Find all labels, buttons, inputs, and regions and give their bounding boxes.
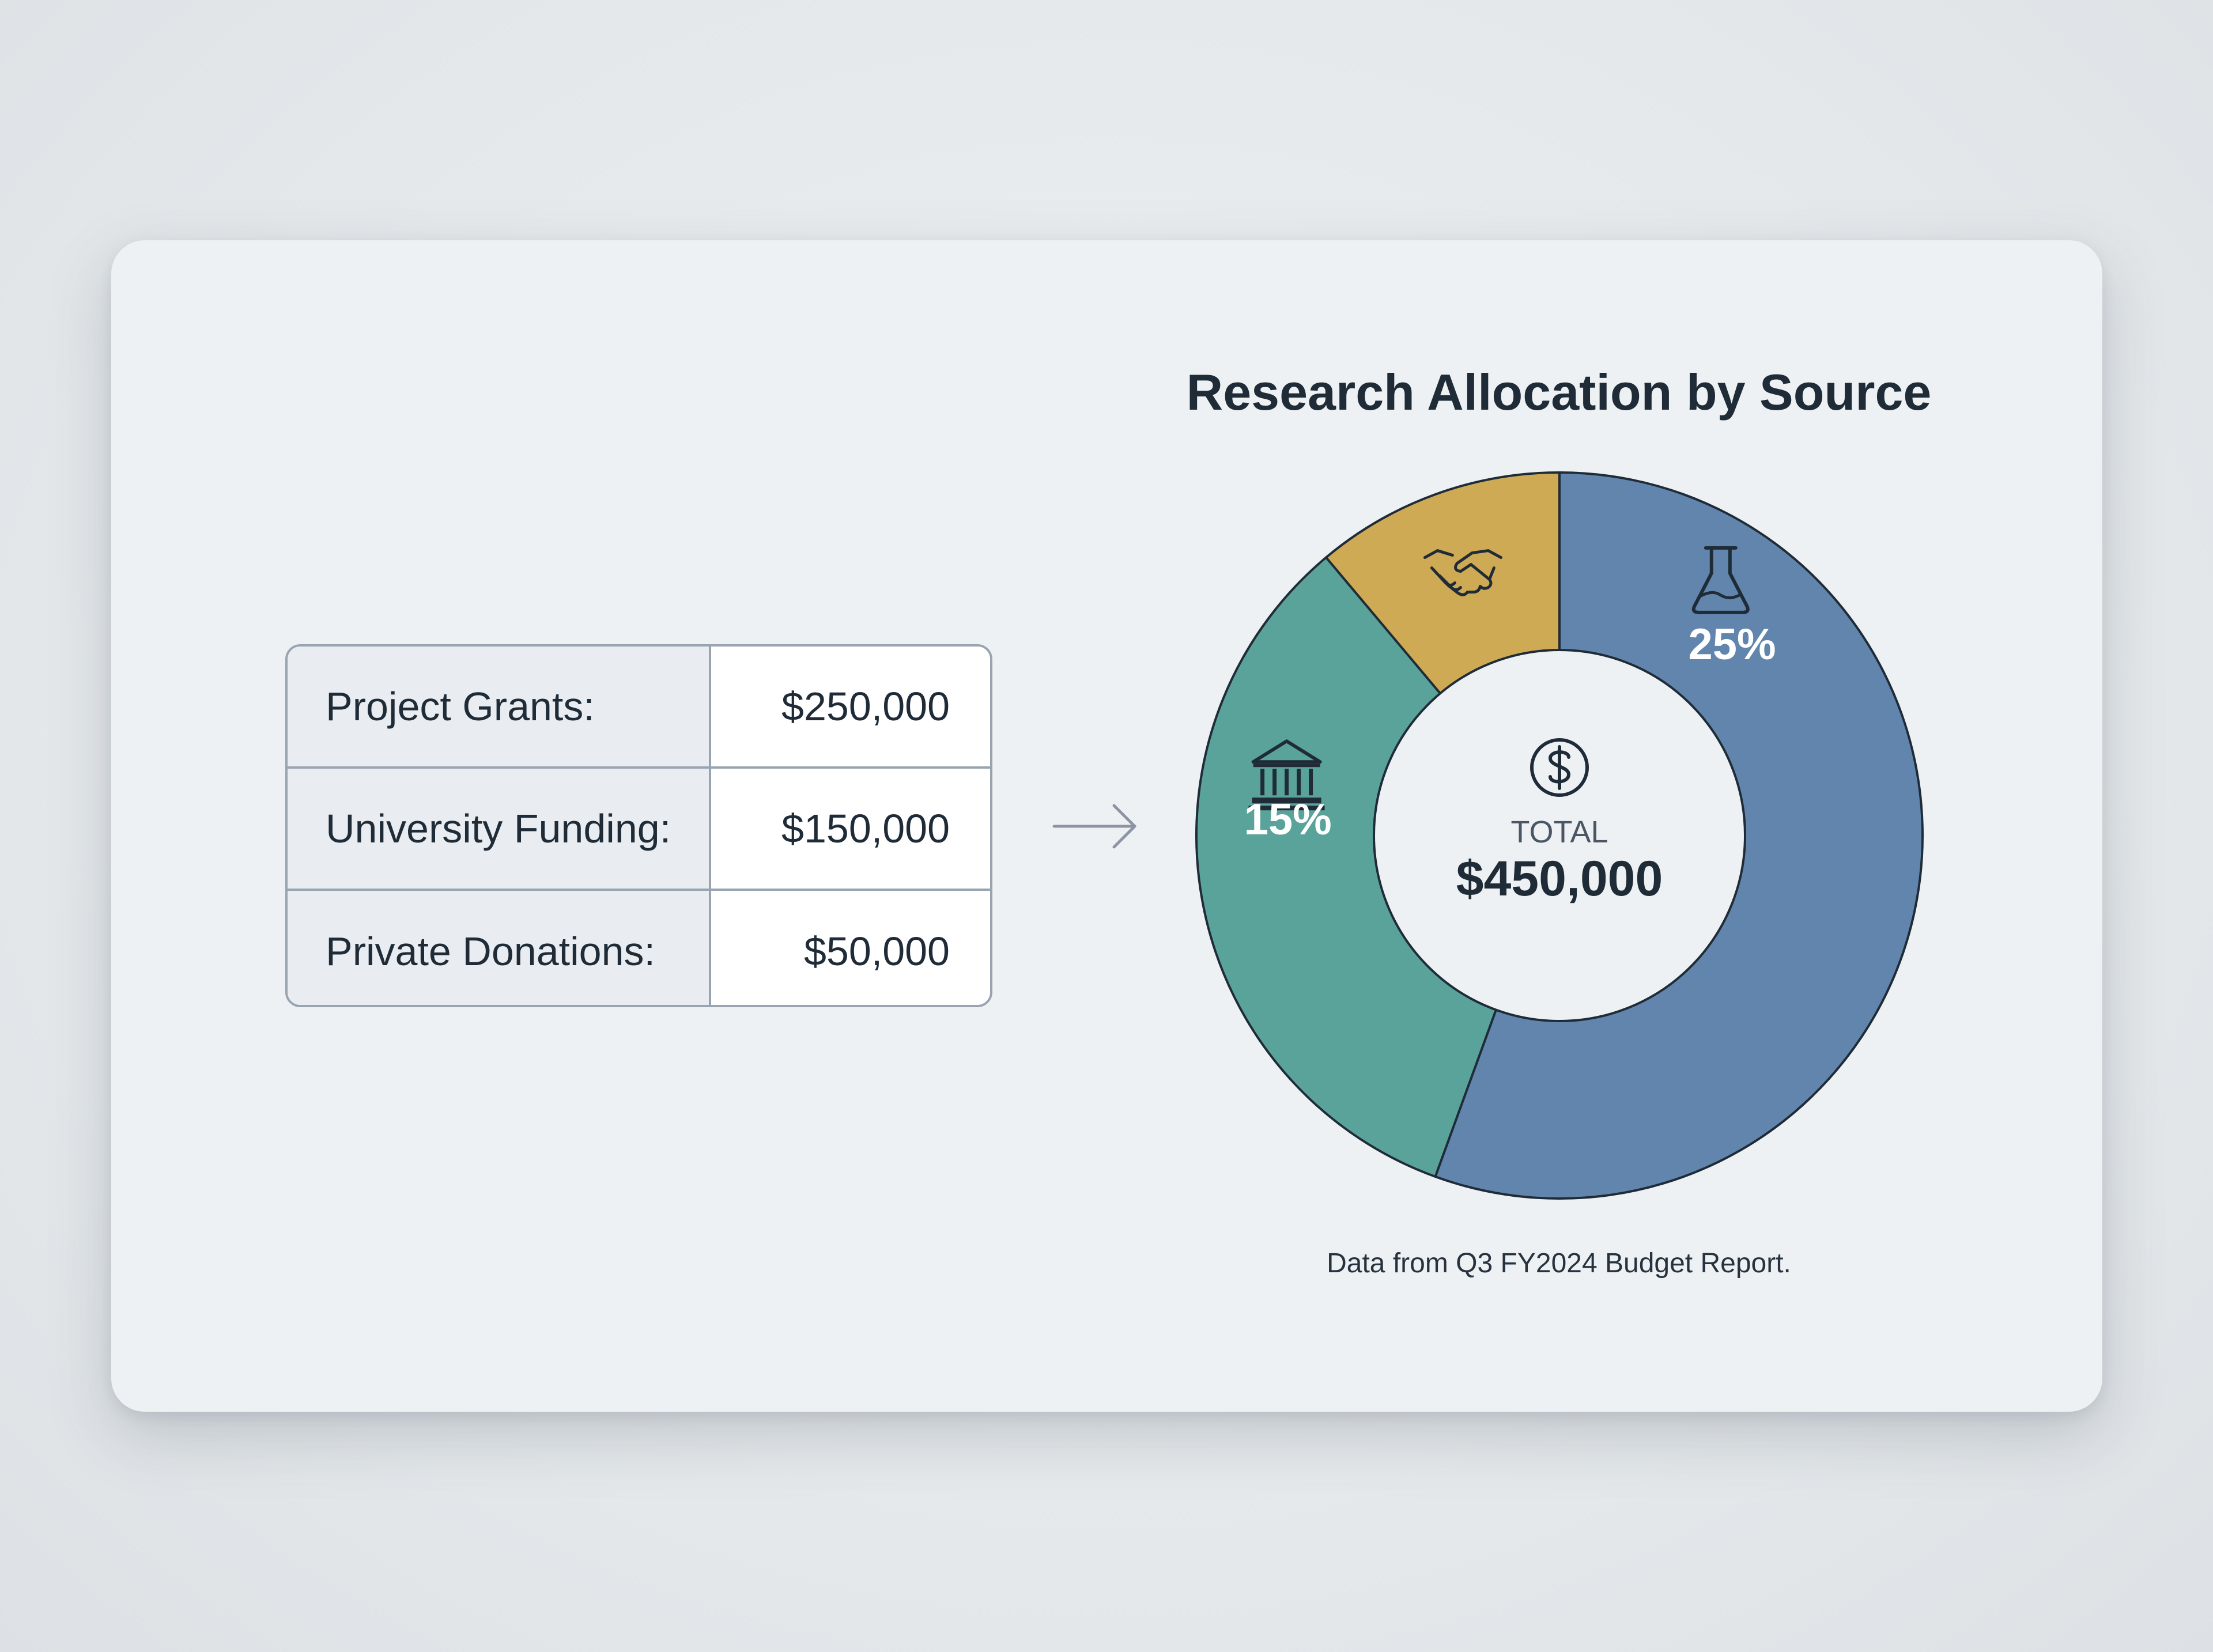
donut-hole [1373, 649, 1746, 1022]
arrow-right-icon [1052, 804, 1136, 849]
flask-icon [1691, 546, 1750, 614]
handshake-icon [1423, 549, 1502, 596]
table-row: Project Grants: $250,000 [288, 647, 990, 769]
funding-sources-table: Project Grants: $250,000 University Fund… [285, 644, 992, 1007]
row-label: University Funding: [288, 769, 711, 889]
center-label: TOTAL [1510, 815, 1608, 849]
row-label: Private Donations: [288, 891, 711, 1005]
slice-percent-label: 15% [1244, 795, 1332, 844]
donut-chart: TOTAL $450,000 25% 15% [1195, 471, 1924, 1200]
row-value: $250,000 [711, 647, 990, 766]
chart-caption: Data from Q3 FY2024 Budget Report. [1327, 1248, 1791, 1279]
row-label: Project Grants: [288, 647, 711, 766]
chart-title: Research Allocation by Source [1186, 364, 1932, 421]
bank-icon [1248, 739, 1325, 811]
table-row: University Funding: $150,000 [288, 769, 990, 891]
dollar-coin-icon [1530, 738, 1589, 797]
slice-percent-label: 25% [1688, 620, 1776, 669]
table-row: Private Donations: $50,000 [288, 891, 990, 1005]
row-value: $50,000 [711, 891, 990, 1005]
center-value: $450,000 [1456, 851, 1663, 906]
row-value: $150,000 [711, 769, 990, 889]
